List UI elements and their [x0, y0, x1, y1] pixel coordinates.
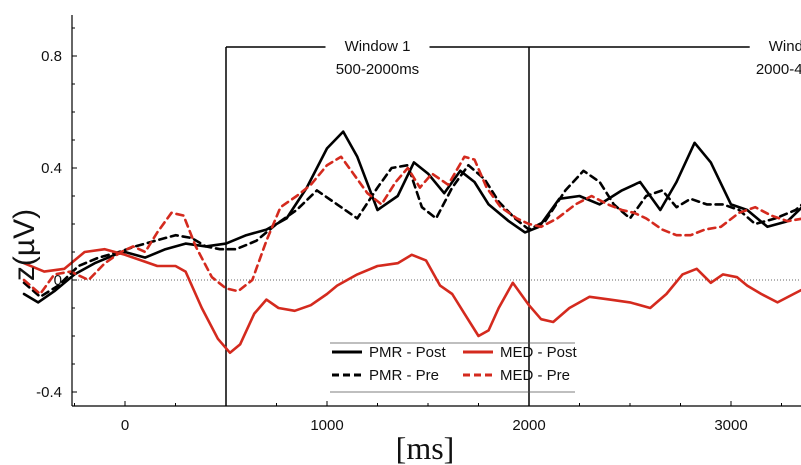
window-label: Window 2	[769, 38, 801, 55]
legend: PMR - Post PMR - Pre MED - Post MED - Pre	[330, 342, 578, 393]
legend-label: MED - Post	[500, 344, 578, 361]
series-line	[22, 247, 801, 355]
y-tick-label: 0.4	[41, 160, 62, 177]
axis-layer: 0100020003000400050006000-0.400.40.8	[36, 15, 801, 434]
window-range-label: 2000-4750ms	[756, 61, 801, 78]
series-line	[22, 130, 801, 304]
series-line	[22, 155, 801, 296]
series-line	[22, 163, 801, 299]
y-tick-label: 0.8	[41, 48, 62, 65]
legend-label: MED - Pre	[500, 367, 570, 384]
y-tick-label: -0.4	[36, 384, 62, 401]
x-tick-label: 2000	[512, 417, 545, 434]
window-range-label: 500-2000ms	[336, 61, 419, 78]
legend-label: PMR - Pre	[369, 367, 439, 384]
window-label: Window 1	[345, 38, 411, 55]
x-tick-label: 1000	[310, 417, 343, 434]
legend-label: PMR - Post	[369, 344, 447, 361]
x-tick-label: 3000	[714, 417, 747, 434]
series-layer	[22, 130, 801, 355]
y-tick-label: 0	[54, 272, 62, 289]
x-axis-label: [ms]	[396, 430, 455, 465]
y-axis-label: z(µV)	[8, 209, 41, 281]
x-tick-label: 0	[121, 417, 129, 434]
